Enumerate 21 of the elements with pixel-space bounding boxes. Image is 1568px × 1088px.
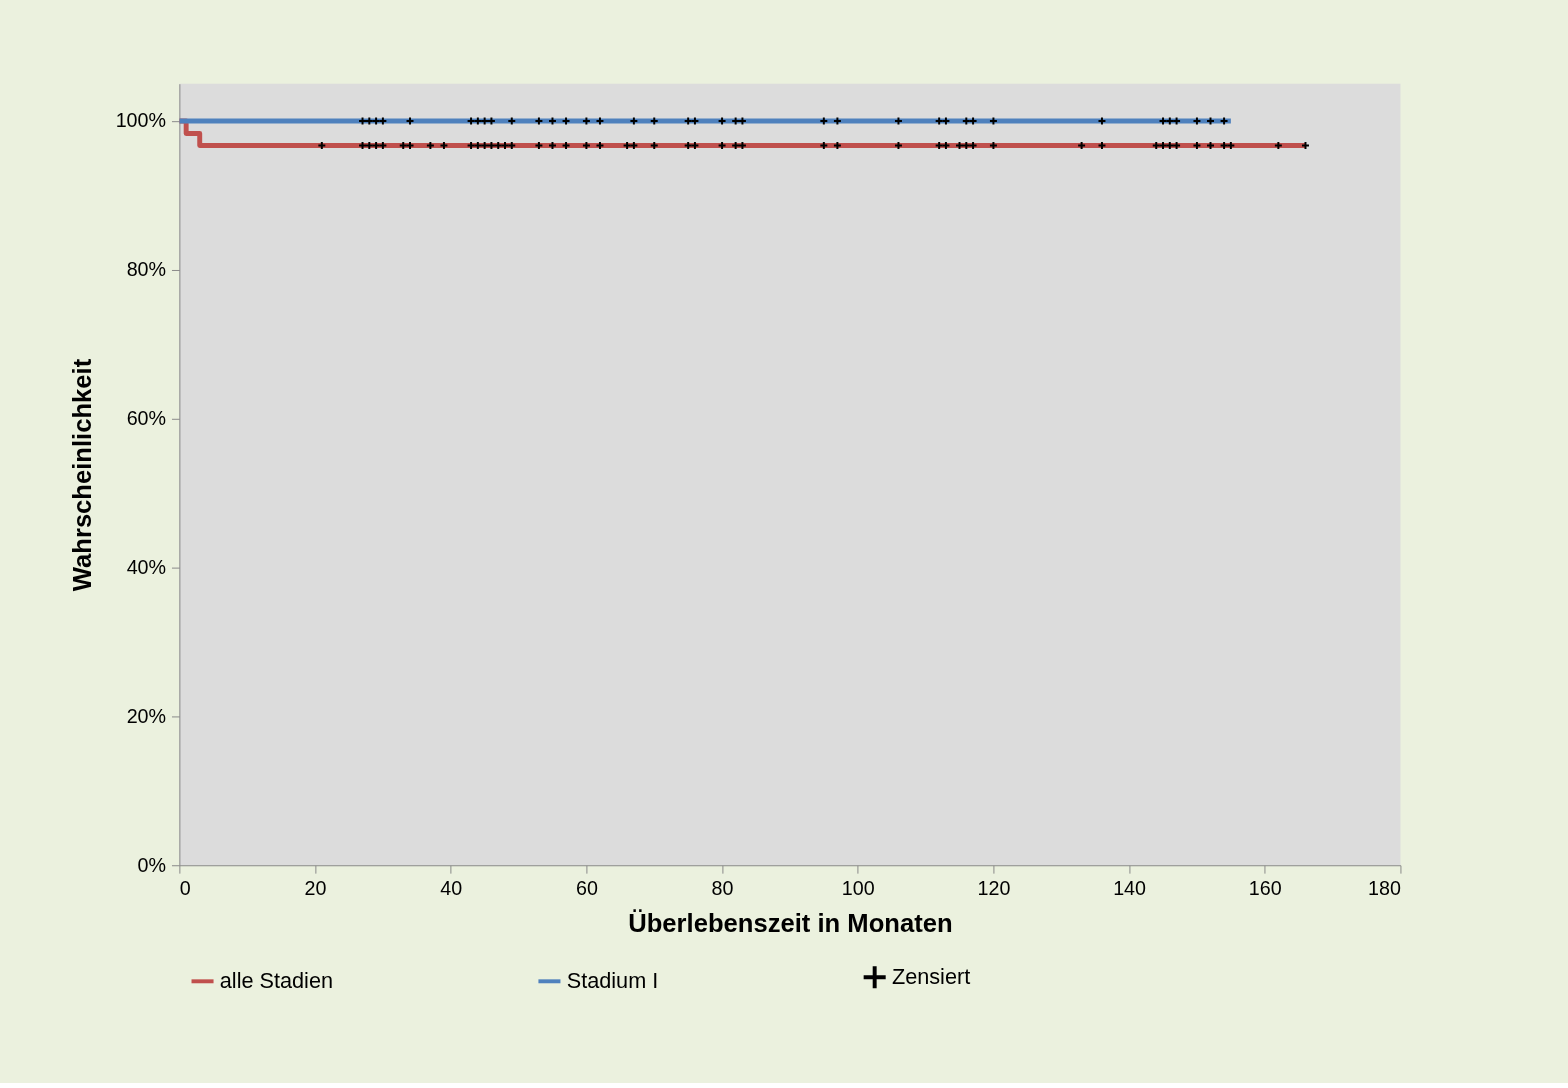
x-tick-label: 60 <box>575 877 598 900</box>
x-axis-title: Überlebenszeit in Monaten <box>628 908 953 937</box>
legend-label: alle Stadien <box>219 968 334 994</box>
x-tick-label: 20 <box>304 877 327 900</box>
y-tick-label: 40% <box>126 555 167 578</box>
y-tick-label: 0% <box>137 853 167 876</box>
x-tick-label: 180 <box>1368 877 1401 900</box>
x-tick-label: 40 <box>440 877 463 900</box>
x-tick-label: 100 <box>841 877 875 900</box>
legend-label: Stadium I <box>566 968 659 994</box>
x-tick-label: 120 <box>977 877 1011 900</box>
y-axis-title: Wahrscheinlichkeit <box>68 358 97 592</box>
y-tick-label: 60% <box>126 407 167 430</box>
y-tick-label: 20% <box>126 704 167 727</box>
x-tick-label: 80 <box>711 877 734 900</box>
y-tick-label: 100% <box>115 109 167 132</box>
y-tick-label: 80% <box>126 258 167 281</box>
legend-label: Zensiert <box>891 964 971 990</box>
x-tick-label: 140 <box>1113 877 1147 900</box>
x-tick-label: 160 <box>1248 877 1282 900</box>
x-tick-label: 0 <box>179 877 191 900</box>
